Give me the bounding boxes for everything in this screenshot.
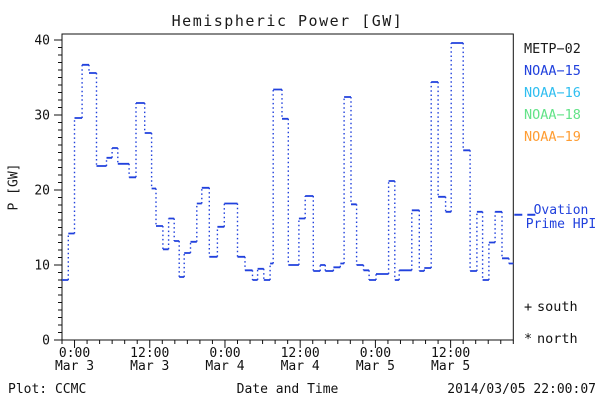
x-tick-label-date: Mar 3 (130, 359, 169, 374)
y-tick-label: 0 (42, 334, 50, 349)
y-tick-label: 40 (34, 34, 50, 49)
y-tick-label: 30 (34, 109, 50, 124)
south-marker-label: south (537, 299, 578, 315)
x-tick-label-time: 0:00 (59, 346, 90, 361)
legend-item-noaa-18: NOAA−18 (524, 107, 581, 123)
y-axis-label: P [GW] (6, 163, 22, 211)
legend-item-noaa-15: NOAA−15 (524, 63, 581, 79)
x-tick-label-time: 0:00 (360, 346, 391, 361)
x-tick-label-date: Mar 3 (55, 359, 94, 374)
hpi-step-curve (62, 42, 514, 281)
x-tick-label-date: Mar 5 (356, 359, 395, 374)
asterisk-symbol-icon: * (524, 331, 533, 347)
plot-source-label: Plot: CCMC (8, 382, 87, 397)
x-axis-label: Date and Time (236, 382, 339, 397)
north-marker-label: north (537, 331, 578, 347)
south-marker-legend: + south (524, 299, 578, 315)
legend-item-noaa-16: NOAA−16 (524, 85, 581, 101)
plot-timestamp: 2014/03/05 22:00:07 (447, 382, 596, 397)
legend-item-noaa-19: NOAA−19 (524, 129, 581, 145)
y-tick-label: 20 (34, 184, 50, 199)
x-tick-label-date: Mar 4 (205, 359, 244, 374)
legend-item-metp-02: METP−02 (524, 41, 581, 57)
north-marker-legend: * north (524, 331, 578, 347)
y-tick-label: 10 (34, 259, 50, 274)
plus-symbol-icon: + (524, 299, 533, 315)
x-tick-label-time: 12:00 (431, 346, 470, 361)
ovation-prime-hpi-label: Ovation Prime HPI (525, 203, 597, 232)
satellite-legend: METP−02 NOAA−15 NOAA−16 NOAA−18 NOAA−19 (524, 38, 581, 148)
hpi-step-curve-risers (67, 43, 510, 280)
x-tick-label-time: 0:00 (209, 346, 240, 361)
axis-frame (61, 33, 514, 341)
x-tick-label-time: 12:00 (281, 346, 320, 361)
page-title: Hemispheric Power [GW] (171, 12, 404, 30)
x-tick-label-date: Mar 4 (281, 359, 320, 374)
x-tick-label-date: Mar 5 (431, 359, 470, 374)
x-tick-label-time: 12:00 (130, 346, 169, 361)
